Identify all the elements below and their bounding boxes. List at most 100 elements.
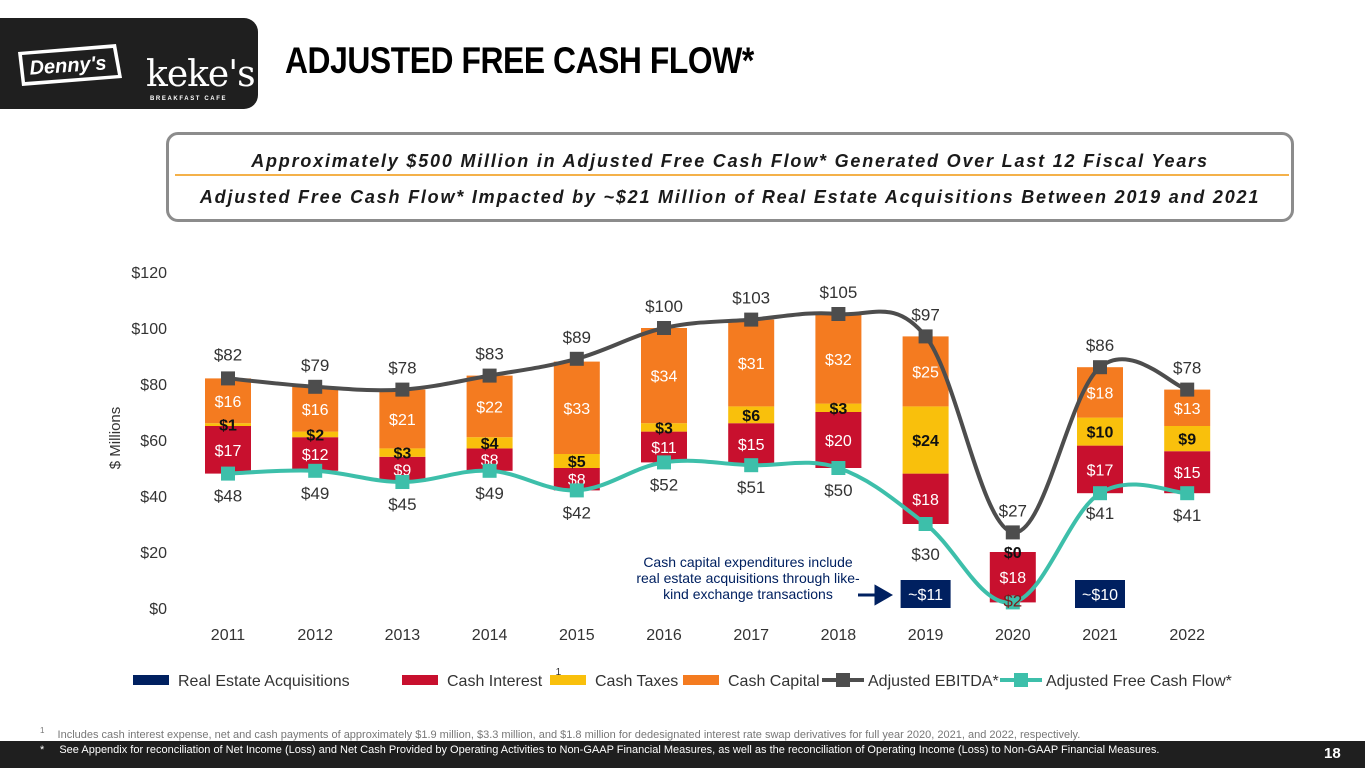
ebitda-label: $89 bbox=[563, 328, 591, 347]
footnote-1: 1 Includes cash interest expense, net an… bbox=[40, 726, 1080, 741]
afcf-label: $49 bbox=[301, 484, 329, 503]
bar-segment bbox=[902, 473, 949, 524]
afcf-label: $52 bbox=[650, 475, 678, 494]
ebitda-marker bbox=[1093, 360, 1107, 375]
legend-swatch bbox=[133, 675, 169, 685]
legend-marker bbox=[1014, 673, 1028, 687]
real-estate-label: ~$10 bbox=[1082, 587, 1118, 604]
callout-divider bbox=[175, 174, 1289, 176]
bar-segment-label: $16 bbox=[302, 402, 329, 419]
footnote-1-mark: 1 bbox=[40, 726, 45, 735]
ebitda-marker bbox=[395, 382, 410, 397]
legend-label: Real Estate Acquisitions bbox=[178, 673, 350, 690]
bar-segment-label: $10 bbox=[1087, 425, 1114, 442]
y-axis-title: $ Millions bbox=[107, 407, 124, 470]
bar-segment-label: $22 bbox=[476, 399, 503, 416]
bar-segment-label: $15 bbox=[738, 437, 765, 454]
annotation-text: Cash capital expenditures include bbox=[643, 554, 853, 570]
ebitda-marker bbox=[569, 351, 584, 366]
annotation-text: real estate acquisitions through like- bbox=[636, 570, 860, 586]
legend-label: Cash Taxes bbox=[595, 673, 678, 690]
bar-segment-label: $3 bbox=[394, 446, 412, 463]
afcf-label: $42 bbox=[563, 503, 591, 522]
afcf-marker bbox=[744, 458, 759, 473]
x-tick-label: 2020 bbox=[995, 627, 1031, 644]
real-estate-bar bbox=[900, 580, 951, 608]
afcf-marker bbox=[308, 463, 323, 478]
ebitda-label: $27 bbox=[999, 501, 1027, 520]
legend-swatch bbox=[683, 675, 719, 685]
legend-swatch bbox=[402, 675, 438, 685]
afcf-label: $48 bbox=[214, 487, 242, 506]
bar-segment bbox=[553, 454, 600, 468]
bar-segment bbox=[553, 468, 600, 491]
x-tick-label: 2011 bbox=[211, 627, 246, 644]
page-number: 18 bbox=[1324, 745, 1341, 762]
bar-segment-label: $13 bbox=[1174, 401, 1201, 418]
ebitda-label: $86 bbox=[1086, 336, 1114, 355]
afcf-marker bbox=[1093, 486, 1107, 501]
bar-segment bbox=[205, 426, 251, 474]
bar-segment bbox=[292, 431, 339, 438]
ebitda-label: $103 bbox=[732, 289, 770, 308]
annotation-arrow bbox=[858, 584, 894, 606]
bar-segment-label: $1 bbox=[219, 418, 237, 435]
annotation-text: kind exchange transactions bbox=[663, 586, 833, 602]
ebitda-marker bbox=[831, 307, 846, 321]
ebitda-marker bbox=[482, 368, 497, 383]
ebitda-marker bbox=[744, 312, 759, 327]
bar-segment bbox=[641, 423, 687, 432]
afcf-label: $41 bbox=[1086, 504, 1114, 523]
ebitda-marker bbox=[1180, 382, 1195, 397]
y-tick-label: $80 bbox=[140, 377, 167, 394]
bar-segment bbox=[815, 403, 862, 412]
y-tick-label: $40 bbox=[140, 489, 167, 506]
bar-segment-label: $16 bbox=[215, 394, 242, 411]
real-estate-label: ~$11 bbox=[908, 587, 943, 604]
x-tick-label: 2015 bbox=[559, 627, 595, 644]
bar-segment bbox=[815, 412, 862, 468]
ebitda-marker bbox=[918, 329, 933, 344]
bar-segment-label: $2 bbox=[306, 427, 324, 444]
svg-text:Denny's: Denny's bbox=[29, 52, 107, 79]
afcf-marker bbox=[1005, 595, 1020, 610]
bar-segment bbox=[1164, 426, 1211, 452]
afcf-label: $49 bbox=[475, 484, 503, 503]
real-estate-bar bbox=[1075, 580, 1125, 608]
footnote-1-text: Includes cash interest expense, net and … bbox=[57, 728, 1081, 741]
y-tick-label: $120 bbox=[131, 265, 167, 282]
afcf-marker bbox=[221, 466, 235, 481]
ebitda-label: $79 bbox=[301, 356, 329, 375]
bar-segment bbox=[902, 406, 949, 474]
footnote-star-text: See Appendix for reconciliation of Net I… bbox=[59, 744, 1160, 756]
bar-segment-label: $18 bbox=[1087, 385, 1114, 402]
bar-segment-label: $33 bbox=[563, 401, 590, 418]
bar-segment-label: $3 bbox=[830, 401, 848, 418]
y-tick-label: $0 bbox=[149, 601, 167, 618]
kekes-logo: keke's BREAKFAST CAFE bbox=[146, 32, 256, 102]
bar-segment bbox=[379, 448, 426, 457]
afcf-label: $51 bbox=[737, 478, 765, 497]
ebitda-label: $83 bbox=[475, 345, 503, 364]
bar-segment-label: $17 bbox=[215, 443, 242, 460]
bar-segment-label: $12 bbox=[302, 447, 329, 464]
bar-segment bbox=[728, 319, 775, 407]
ebitda-marker bbox=[221, 371, 235, 386]
callout-headline-1: Approximately $500 Million in Adjusted F… bbox=[251, 151, 1209, 171]
bar-segment bbox=[553, 361, 600, 454]
afcf-label: $50 bbox=[824, 481, 852, 500]
ebitda-label: $82 bbox=[214, 345, 242, 364]
bar-segment-label: $4 bbox=[481, 436, 499, 453]
afcf-chart: $0 $20 $40 $60 $80 $100 $120 $ Millions 2011 2012… bbox=[107, 265, 1232, 690]
ebitda-marker bbox=[657, 321, 671, 335]
legend-superscript: 1 bbox=[556, 667, 562, 678]
bar-segment-label: $21 bbox=[389, 412, 416, 429]
bar-segment-label: $9 bbox=[1178, 432, 1196, 449]
footnote-star: * See Appendix for reconciliation of Net… bbox=[40, 744, 1159, 756]
x-tick-label: 2018 bbox=[821, 627, 857, 644]
ebitda-line bbox=[227, 309, 1188, 535]
x-tick-label: 2016 bbox=[646, 627, 682, 644]
y-tick-label: $20 bbox=[140, 545, 167, 562]
logo-block: Denny's keke's BREAKFAST CAFE bbox=[0, 18, 258, 109]
x-tick-label: 2019 bbox=[908, 627, 944, 644]
